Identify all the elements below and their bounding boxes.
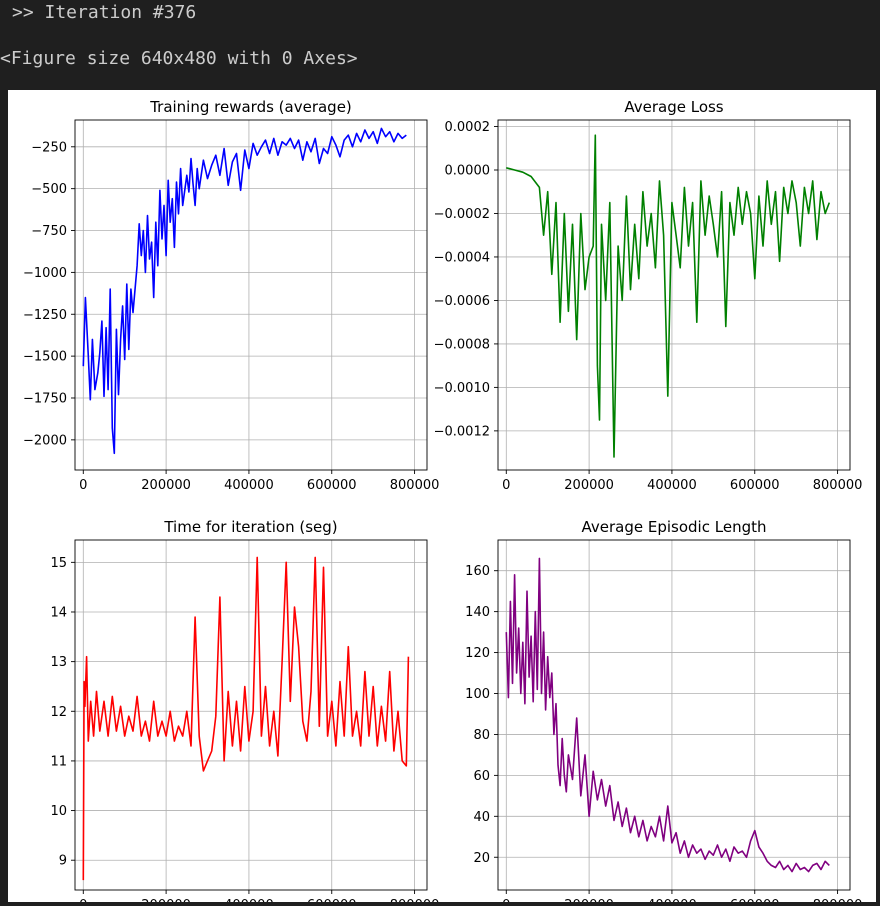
y-tick-label: 9 xyxy=(59,854,67,869)
x-tick-label: 200000 xyxy=(141,478,191,493)
y-tick-label: −1750 xyxy=(23,391,67,406)
y-tick-label: −0.0010 xyxy=(434,381,490,396)
y-tick-label: −1250 xyxy=(23,308,67,323)
y-tick-label: −0.0012 xyxy=(434,424,490,439)
axes-frame xyxy=(74,119,428,471)
y-tick-label: 0.0002 xyxy=(445,120,491,135)
chart-3: 0 200000 400000 600000 800000 9 10 11 12 13 14 15 Ti… xyxy=(50,518,440,906)
series-line xyxy=(82,127,407,455)
x-tick-label: 600000 xyxy=(730,898,780,902)
x-tick-label: 200000 xyxy=(564,898,614,902)
chart-title: Average Episodic Length xyxy=(582,518,767,536)
figure-repr-line: <Figure size 640x480 with 0 Axes> xyxy=(0,48,358,69)
x-tick-label: 0 xyxy=(502,898,510,902)
x-tick-label: 0 xyxy=(79,898,87,902)
chart-title: Training rewards (average) xyxy=(149,98,352,116)
y-tick-label: 60 xyxy=(473,769,490,784)
x-tick-label: 0 xyxy=(502,478,510,493)
y-tick-label: 0.0000 xyxy=(445,164,491,179)
figure: 0 200000 400000 600000 800000 −2000 −1750 −1500… xyxy=(8,90,876,906)
y-tick-label: 120 xyxy=(465,646,490,661)
y-tick-label: −250 xyxy=(31,140,67,155)
y-tick-label: 20 xyxy=(473,851,490,866)
x-tick-label: 400000 xyxy=(224,478,274,493)
iteration-line: >> Iteration #376 xyxy=(12,2,197,23)
y-tick-label: −1500 xyxy=(23,350,67,365)
x-tick-label: 200000 xyxy=(141,898,191,902)
y-tick-label: −1000 xyxy=(23,266,67,281)
chart-title: Average Loss xyxy=(624,98,723,116)
series-line xyxy=(82,556,410,881)
y-tick-label: 10 xyxy=(50,804,67,819)
y-tick-label: −0.0004 xyxy=(434,250,490,265)
figure-canvas: 0 200000 400000 600000 800000 −2000 −1750 −1500… xyxy=(23,98,863,906)
x-tick-label: 0 xyxy=(79,478,87,493)
series-line xyxy=(506,134,831,458)
y-tick-label: −0.0006 xyxy=(434,294,490,309)
y-tick-label: 15 xyxy=(50,556,67,571)
x-tick-label: 800000 xyxy=(813,898,863,902)
y-tick-label: 13 xyxy=(50,655,67,670)
y-tick-label: 12 xyxy=(50,705,67,720)
axes-frame xyxy=(74,539,428,891)
y-tick-label: 140 xyxy=(465,605,490,620)
x-tick-label: 400000 xyxy=(647,478,697,493)
x-tick-label: 600000 xyxy=(307,478,357,493)
x-tick-label: 800000 xyxy=(390,898,440,902)
y-tick-label: 40 xyxy=(473,810,490,825)
chart-title: Time for iteration (seg) xyxy=(163,518,337,536)
y-tick-label: 14 xyxy=(50,605,67,620)
chart-4: 0 200000 400000 600000 800000 20 40 60 80 100 120 1… xyxy=(465,518,863,906)
chart-2: 0 200000 400000 600000 800000 −0.0012 −0.0010 −… xyxy=(434,98,863,493)
y-tick-label: 160 xyxy=(465,564,490,579)
x-tick-label: 800000 xyxy=(390,478,440,493)
x-tick-label: 400000 xyxy=(224,898,274,902)
y-tick-label: −0.0002 xyxy=(434,207,490,222)
y-tick-label: −750 xyxy=(31,224,67,239)
y-tick-label: −500 xyxy=(31,182,67,197)
y-tick-label: 100 xyxy=(465,687,490,702)
y-tick-label: 80 xyxy=(473,728,490,743)
x-tick-label: 600000 xyxy=(730,478,780,493)
y-tick-label: −0.0008 xyxy=(434,337,490,352)
x-tick-label: 800000 xyxy=(813,478,863,493)
x-tick-label: 400000 xyxy=(647,898,697,902)
axes-frame xyxy=(497,539,851,891)
y-tick-label: 11 xyxy=(50,754,67,769)
y-tick-label: −2000 xyxy=(23,433,67,448)
axes-frame xyxy=(497,119,851,471)
x-tick-label: 200000 xyxy=(564,478,614,493)
series-line xyxy=(505,557,830,873)
chart-1: 0 200000 400000 600000 800000 −2000 −1750 −1500… xyxy=(23,98,439,493)
x-tick-label: 600000 xyxy=(307,898,357,902)
